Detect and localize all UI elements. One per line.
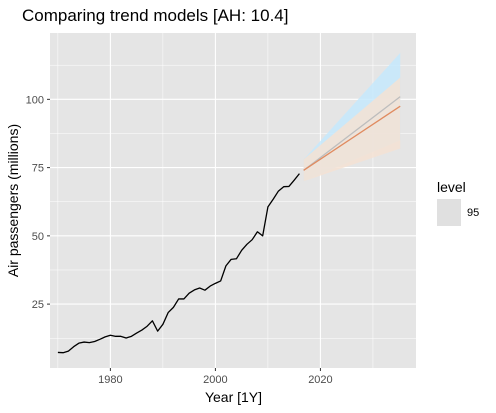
series-line-forecast_b xyxy=(303,105,401,171)
prediction-intervals xyxy=(303,52,401,182)
plot-panel xyxy=(50,33,416,368)
interval-band-forecast_b xyxy=(303,77,401,182)
y-tick-label: 50 xyxy=(32,231,44,243)
legend-label-95: 95 xyxy=(467,207,479,219)
legend: level 95 xyxy=(437,179,479,226)
x-tick-label: 2000 xyxy=(203,374,227,386)
y-axis-title: Air passengers (millions) xyxy=(5,124,21,277)
x-tick-label: 1980 xyxy=(98,374,122,386)
y-tick-label: 25 xyxy=(32,299,44,311)
series-line-history xyxy=(57,173,300,354)
y-axis: 25 50 75 100 xyxy=(26,94,50,311)
legend-key-95 xyxy=(437,199,461,226)
legend-title: level xyxy=(437,179,466,195)
series-line-forecast_a xyxy=(303,96,401,171)
plot-area xyxy=(50,33,416,368)
x-axis-title: Year [1Y] xyxy=(205,389,262,405)
series-lines xyxy=(57,96,401,354)
y-tick-label: 75 xyxy=(32,163,44,175)
x-axis: 1980 2000 2020 xyxy=(98,368,333,386)
x-tick-label: 2020 xyxy=(308,374,332,386)
chart-title: Comparing trend models [AH: 10.4] xyxy=(22,6,288,25)
grid-major xyxy=(50,33,416,368)
y-tick-label: 100 xyxy=(26,94,44,106)
